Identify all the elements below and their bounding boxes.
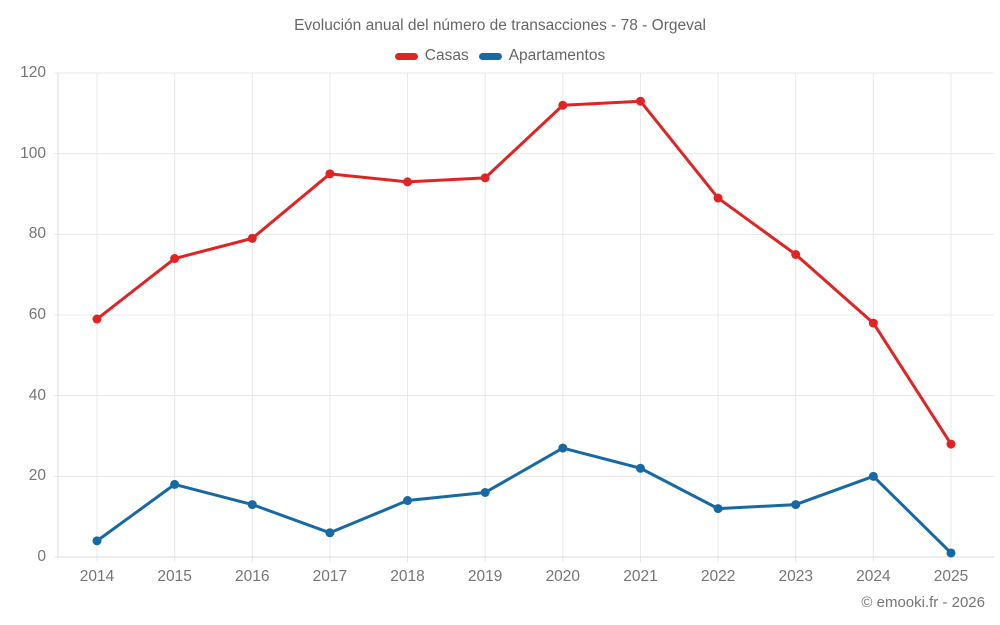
- copyright-footer: © emooki.fr - 2026: [861, 594, 985, 611]
- data-point-apartamentos-2025[interactable]: [946, 548, 956, 558]
- data-point-apartamentos-2015[interactable]: [170, 479, 180, 489]
- data-point-apartamentos-2018[interactable]: [403, 496, 413, 506]
- data-point-apartamentos-2022[interactable]: [713, 504, 723, 514]
- data-point-apartamentos-2019[interactable]: [480, 487, 490, 497]
- chart-legend: Casas Apartamentos: [0, 47, 1000, 65]
- data-point-apartamentos-2016[interactable]: [247, 500, 257, 510]
- x-axis-tick-label: 2019: [467, 568, 503, 585]
- legend-item-apartamentos[interactable]: Apartamentos: [478, 47, 606, 65]
- data-point-casas-2019[interactable]: [480, 173, 490, 183]
- x-axis-tick-label: 2015: [157, 568, 192, 585]
- x-axis-tick-label: 2023: [778, 568, 813, 585]
- data-point-casas-2016[interactable]: [247, 233, 257, 243]
- data-point-apartamentos-2024[interactable]: [868, 471, 878, 481]
- data-point-casas-2020[interactable]: [558, 100, 568, 110]
- y-axis-tick-label: 100: [20, 144, 46, 162]
- data-point-casas-2024[interactable]: [868, 318, 878, 328]
- data-point-casas-2014[interactable]: [92, 314, 102, 324]
- legend-item-casas[interactable]: Casas: [394, 47, 469, 65]
- x-axis-tick-label: 2020: [545, 568, 581, 585]
- y-axis-tick-label: 40: [28, 386, 46, 404]
- data-point-apartamentos-2020[interactable]: [558, 443, 568, 453]
- data-point-casas-2023[interactable]: [791, 250, 801, 259]
- data-point-apartamentos-2023[interactable]: [791, 500, 801, 510]
- series-line-apartamentos: [95, 446, 953, 555]
- data-point-casas-2018[interactable]: [403, 177, 413, 187]
- y-axis-tick-label: 60: [28, 306, 46, 323]
- series-line-casas: [95, 99, 953, 446]
- apartamentos-series-swatch-icon: [478, 52, 502, 60]
- x-axis-tick-label: 2021: [623, 568, 658, 585]
- y-axis-tick-label: 20: [28, 467, 46, 485]
- data-point-casas-2025[interactable]: [946, 439, 956, 449]
- data-point-apartamentos-2014[interactable]: [92, 536, 102, 546]
- x-axis-tick-label: 2018: [390, 568, 425, 585]
- x-axis-tick-label: 2017: [312, 568, 348, 585]
- data-point-casas-2015[interactable]: [170, 254, 180, 264]
- legend-label-casas: Casas: [424, 47, 469, 64]
- x-axis-tick-label: 2025: [933, 568, 969, 585]
- legend-label-apartamentos: Apartamentos: [508, 47, 606, 64]
- y-axis-tick-label: 0: [37, 548, 46, 565]
- data-point-casas-2022[interactable]: [713, 193, 723, 203]
- x-axis-tick-label: 2014: [79, 568, 115, 585]
- data-point-apartamentos-2021[interactable]: [635, 463, 645, 473]
- x-axis-tick-label: 2016: [235, 568, 270, 585]
- casas-series-swatch-icon: [394, 52, 418, 60]
- data-point-casas-2021[interactable]: [635, 96, 645, 106]
- data-point-casas-2017[interactable]: [325, 169, 335, 179]
- x-axis-tick-label: 2022: [700, 568, 736, 585]
- data-point-apartamentos-2017[interactable]: [325, 528, 335, 538]
- chart-title: Evolución anual del número de transaccio…: [294, 17, 706, 34]
- y-axis-tick-label: 120: [20, 64, 46, 81]
- x-axis-tick-label: 2024: [856, 568, 891, 585]
- y-axis-tick-label: 80: [28, 225, 46, 243]
